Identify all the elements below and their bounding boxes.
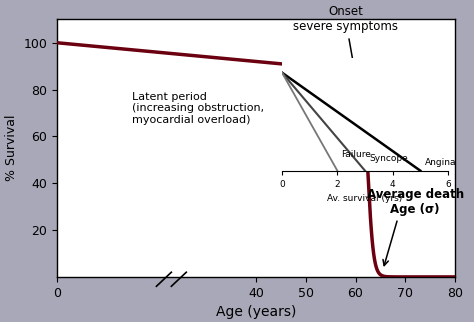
X-axis label: Age (years): Age (years) xyxy=(216,305,296,319)
Text: Syncope: Syncope xyxy=(369,155,408,163)
Y-axis label: % Survival: % Survival xyxy=(5,115,18,181)
Text: Onset
severe symptoms: Onset severe symptoms xyxy=(293,5,398,71)
Text: Average death
Age (σ): Average death Age (σ) xyxy=(367,188,464,216)
X-axis label: Av. survival (yrs): Av. survival (yrs) xyxy=(328,194,402,203)
Text: Failure: Failure xyxy=(341,150,371,159)
Text: Angina: Angina xyxy=(424,158,456,167)
Text: Latent period
(increasing obstruction,
myocardial overload): Latent period (increasing obstruction, m… xyxy=(131,92,264,125)
